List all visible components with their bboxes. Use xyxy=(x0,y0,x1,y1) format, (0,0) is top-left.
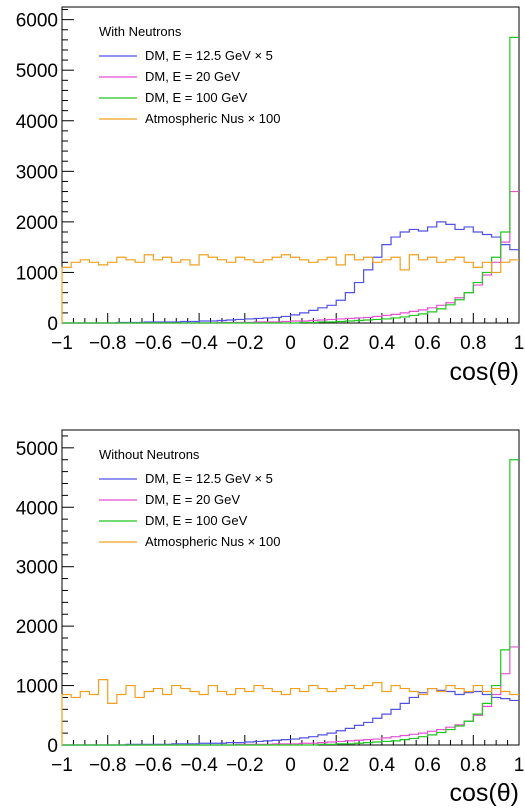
legend-entry-label: DM, E = 100 GeV xyxy=(145,90,248,105)
x-tick-label: 0.2 xyxy=(323,755,349,776)
series-line-1 xyxy=(62,221,519,324)
y-tick-label: 5000 xyxy=(16,61,58,82)
y-tick-label: 0 xyxy=(47,736,58,757)
y-tick-label: 6000 xyxy=(16,11,58,32)
legend-entry-label: DM, E = 20 GeV xyxy=(145,492,240,507)
x-tick-label: −0.2 xyxy=(226,333,264,354)
legend-entry-label: DM, E = 100 GeV xyxy=(145,513,248,528)
x-tick-label: −0.6 xyxy=(135,333,173,354)
y-tick-label: 4000 xyxy=(16,112,58,133)
x-tick-label: 0.4 xyxy=(369,755,396,776)
y-tick-label: 0 xyxy=(47,314,58,335)
x-tick-label: 0.8 xyxy=(460,333,486,354)
series-line-1 xyxy=(62,687,519,746)
histogram-panel-2: 0 1000 2000 3000 4000 5000 −1 −0.8 −0.6 −0.4 −0.2 0… xyxy=(16,429,525,807)
x-tick-label: 1 xyxy=(514,755,525,776)
x-tick-label: −0.8 xyxy=(89,755,127,776)
y-tick-label: 3000 xyxy=(16,162,58,183)
legend-title: Without Neutrons xyxy=(99,447,200,462)
y-tick-label: 1000 xyxy=(16,263,58,284)
legend-entry-label: DM, E = 12.5 GeV × 5 xyxy=(145,471,273,486)
x-tick-label: −1 xyxy=(51,755,73,776)
plot-frame xyxy=(61,429,520,746)
series-line-3 xyxy=(62,459,519,746)
x-axis-title: cos(θ) xyxy=(450,779,519,807)
legend-entry-label: Atmospheric Nus × 100 xyxy=(145,111,280,126)
x-tick-label: 0.6 xyxy=(414,333,440,354)
x-tick-label: 1 xyxy=(514,333,525,354)
y-tick-label: 2000 xyxy=(16,213,58,234)
legend-entry-label: DM, E = 12.5 GeV × 5 xyxy=(145,48,273,63)
x-tick-label: −0.8 xyxy=(89,333,127,354)
plot-frame xyxy=(61,6,520,324)
series-line-4 xyxy=(61,679,519,745)
x-axis-title: cos(θ) xyxy=(450,358,519,386)
x-tick-label: −0.6 xyxy=(135,755,173,776)
histogram-panel-1: 0 1000 2000 3000 4000 5000 6000 −1 −0.8 −0.6 −0.4−… xyxy=(16,6,525,386)
legend-entry-label: DM, E = 20 GeV xyxy=(145,69,240,84)
y-tick-label: 3000 xyxy=(16,558,58,579)
x-tick-label: −0.2 xyxy=(226,755,264,776)
y-tick-label: 1000 xyxy=(16,677,58,698)
y-tick-label: 4000 xyxy=(16,498,58,519)
series-line-4 xyxy=(61,254,519,323)
x-tick-label: 0.2 xyxy=(323,333,349,354)
x-tick-label: 0.4 xyxy=(369,333,396,354)
y-tick-label: 5000 xyxy=(16,439,58,460)
x-tick-label: −0.4 xyxy=(180,333,218,354)
x-tick-label: −0.4 xyxy=(180,755,218,776)
series-line-3 xyxy=(62,36,519,324)
x-tick-label: 0.6 xyxy=(414,755,440,776)
series-line-2 xyxy=(62,646,519,746)
legend-title: With Neutrons xyxy=(99,24,182,39)
legend: Without Neutrons DM, E = 12.5 GeV × 5 DM, … xyxy=(99,447,280,549)
x-tick-label: 0.8 xyxy=(460,755,486,776)
x-tick-label: −1 xyxy=(51,333,73,354)
legend-entry-label: Atmospheric Nus × 100 xyxy=(145,534,280,549)
x-tick-label: 0 xyxy=(285,333,296,354)
x-tick-label: 0 xyxy=(285,755,296,776)
legend: With Neutrons DM, E = 12.5 GeV × 5 DM, E =… xyxy=(99,24,280,126)
y-tick-label: 2000 xyxy=(16,617,58,638)
